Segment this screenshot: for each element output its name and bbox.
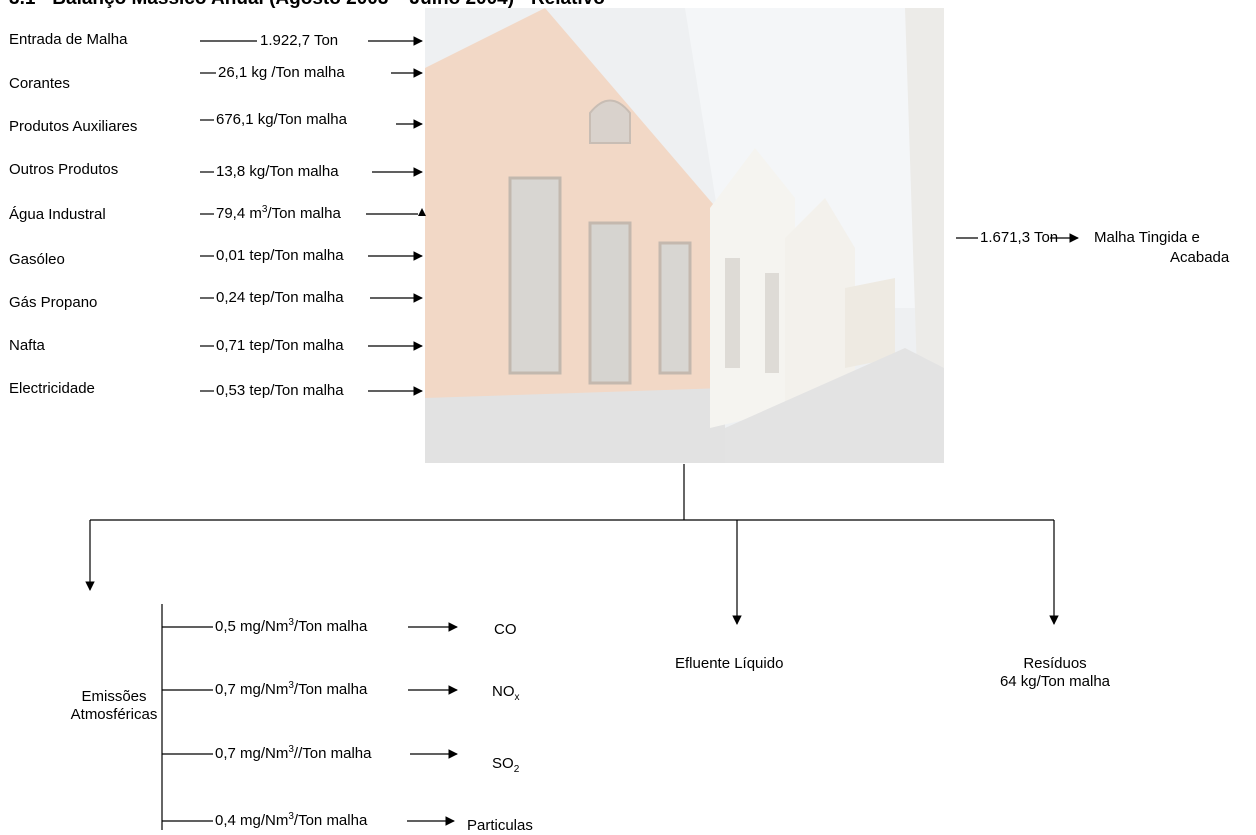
emissions-label: Emissões Atmosféricas — [70, 688, 158, 723]
output-label-line2: Acabada — [1170, 249, 1230, 266]
input-label: Electricidade — [9, 380, 95, 397]
input-label: Produtos Auxiliares — [9, 118, 138, 135]
input-value: 26,1 kg /Ton malha — [218, 64, 345, 81]
input-label: Gasóleo — [9, 251, 65, 268]
pollutant-label: CO — [494, 621, 517, 638]
effluent-label: Efluente Líquido — [675, 655, 784, 672]
output-value: 1.671,3 Ton — [980, 229, 1059, 246]
input-label: Outros Produtos — [9, 161, 119, 178]
pollutant-label: Particulas — [467, 817, 533, 834]
input-value: 0,24 tep/Ton malha — [216, 289, 344, 306]
input-label: Corantes — [9, 75, 70, 92]
input-label: Entrada de Malha — [9, 31, 128, 48]
input-value: 0,71 tep/Ton malha — [216, 337, 344, 354]
input-value: 13,8 kg/Ton malha — [216, 163, 339, 180]
input-value: 0,01 tep/Ton malha — [216, 247, 344, 264]
waste-label: Resíduos 64 kg/Ton malha — [999, 655, 1111, 690]
output-label-line1: Malha Tingida e — [1094, 229, 1200, 246]
pollutant-label: SO2 — [492, 755, 520, 775]
input-value: 1.922,7 Ton — [260, 32, 339, 49]
emission-value: 0,7 mg/Nm3//Ton malha — [215, 744, 372, 763]
input-value: 0,53 tep/Ton malha — [216, 382, 344, 399]
input-value: 676,1 kg/Ton malha — [216, 111, 347, 128]
emission-value: 0,7 mg/Nm3/Ton malha — [215, 680, 368, 699]
factory-photo — [425, 8, 944, 463]
up-arrowhead-icon — [418, 208, 426, 216]
input-value: 79,4 m3/Ton malha — [216, 204, 341, 223]
emission-value: 0,5 mg/Nm3/Ton malha — [215, 617, 368, 636]
input-label: Gás Propano — [9, 294, 98, 311]
pollutant-label: NOx — [492, 683, 520, 703]
emission-value: 0,4 mg/Nm3/Ton malha — [215, 811, 368, 830]
input-label: Água Industral — [9, 206, 106, 223]
input-label: Nafta — [9, 337, 45, 354]
page-title: 3.1 - Balanço Mássico Anual (Agosto 2003… — [9, 0, 605, 10]
